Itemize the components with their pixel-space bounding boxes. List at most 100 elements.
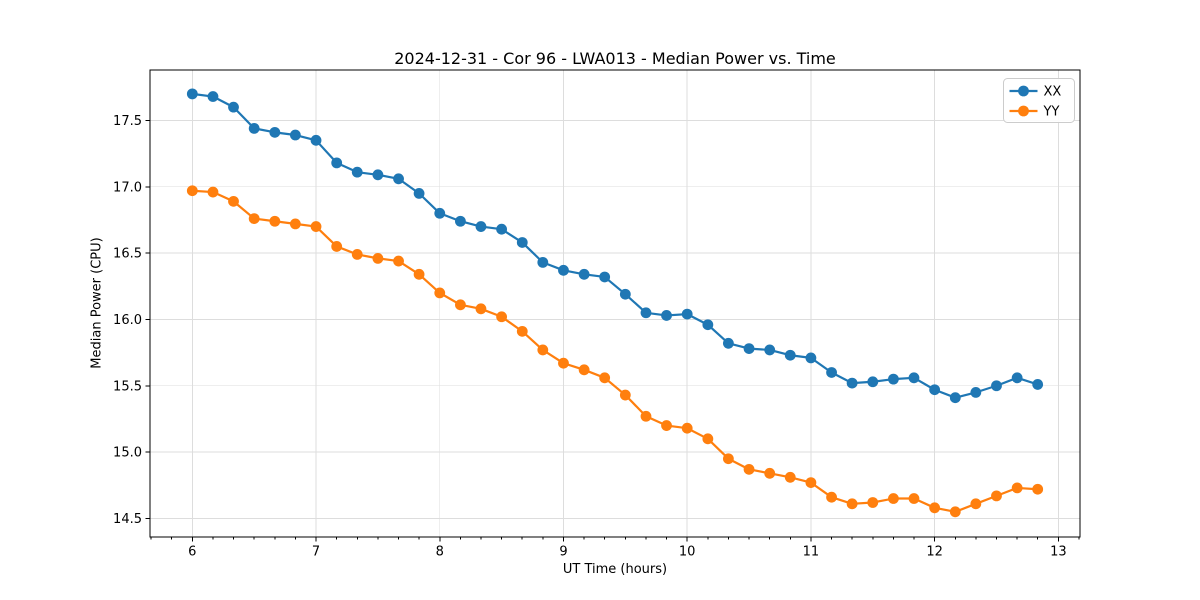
legend: XX YY [1003,78,1075,123]
series-XX-point [826,367,837,378]
series-YY-point [496,311,508,323]
series-YY-point [228,195,239,207]
series-YY-point [743,463,755,475]
series-YY-point [846,498,858,510]
legend-label: XX [1044,85,1062,100]
series-YY-point [351,249,363,260]
series-XX-point [331,157,343,169]
series-YY-point [186,185,198,197]
y-tick-label: 17.0 [113,180,142,195]
series-XX-point [702,319,714,331]
series-YY-point [722,453,734,465]
series-XX-point [269,126,281,138]
series-XX-point [1011,372,1023,384]
series-YY-point [1011,482,1023,494]
series-XX-point [475,221,487,232]
plot-border [149,69,1081,538]
series-YY-point [764,467,776,479]
series-XX-point [681,308,693,320]
series-YY-point [558,357,569,369]
series-YY-point [599,372,611,384]
series-XX-point [393,173,404,185]
series-XX-point [929,384,941,396]
series-XX-point [1032,379,1044,390]
series-XX-point [455,215,466,227]
series-YY-point [888,493,899,504]
series-XX-point [599,271,611,283]
y-tick-label: 16.0 [113,313,142,328]
series-XX-point [434,207,446,219]
series-XX-point [722,337,734,349]
series-XX-point [908,372,920,384]
series-XX-point [248,122,260,134]
series-YY-point [269,215,281,227]
series-YY-point [805,477,817,489]
series-XX-point [991,380,1002,392]
y-tick-label: 15.0 [113,446,142,461]
series-YY-point [289,218,301,230]
series-XX-point [351,166,363,178]
x-tick-label: 6 [188,545,196,560]
series-YY-point [970,498,982,510]
chart-title: 2024-12-31 - Cor 96 - LWA013 - Median Po… [394,49,836,68]
legend-marker-icon [1018,85,1029,97]
series-YY-point [702,433,714,445]
series-XX-point [496,223,508,235]
series-YY-point [578,364,590,376]
series-YY-point [1032,483,1044,495]
x-tick-label: 12 [926,545,943,560]
y-tick-label: 16.5 [113,247,142,262]
legend-marker-icon [1018,105,1029,117]
series-YY-point [619,389,631,401]
series-XX-point [640,307,652,319]
x-tick-label: 8 [436,545,444,560]
legend-item-YY: YY [1009,105,1060,120]
legend-box [1003,78,1075,123]
series-YY-point [372,252,384,264]
series-YY-point [661,420,672,431]
series-XX-point [970,386,982,398]
series-XX-point [846,377,858,389]
series-YY-point [681,422,693,434]
x-tick-label: 13 [1050,545,1067,560]
series-XX-point [784,349,796,361]
series-YY [186,185,1044,518]
series-XX-point [289,129,301,141]
series-XX-point [413,187,425,199]
series-XX-point [764,344,776,356]
series-XX-point [661,310,672,321]
series-YY-point [784,471,796,483]
series-YY-point [867,497,879,508]
series-YY-point [516,325,528,337]
axis-ticks [145,119,1080,542]
y-tick-label: 15.5 [113,379,142,394]
series-XX [186,88,1044,404]
x-tick-label: 7 [312,545,320,560]
series-XX-point [207,91,219,102]
series-XX-point [743,343,755,355]
series-YY-point [537,344,549,356]
series-YY-point [207,186,219,198]
legend-label: YY [1043,105,1060,120]
y-tick-label: 17.5 [113,114,142,129]
series-XX-point [228,101,239,113]
series-YY-point [413,268,425,280]
series-YY-point [248,213,260,224]
gridlines [150,70,1080,537]
series-YY-point [640,410,652,422]
series-YY-point [455,299,466,311]
series-YY-point [826,491,837,503]
series-YY-point [331,241,343,252]
legend-item-XX: XX [1009,85,1062,100]
x-tick-label: 9 [559,545,567,560]
series-XX-point [949,392,961,404]
series-YY-point [929,502,941,514]
series-YY-point [434,287,446,299]
x-tick-label: 11 [803,545,820,560]
series-YY-point [908,493,920,504]
x-tick-label: 10 [679,545,696,560]
series-XX-point [619,288,631,300]
series-XX-point [578,268,590,280]
